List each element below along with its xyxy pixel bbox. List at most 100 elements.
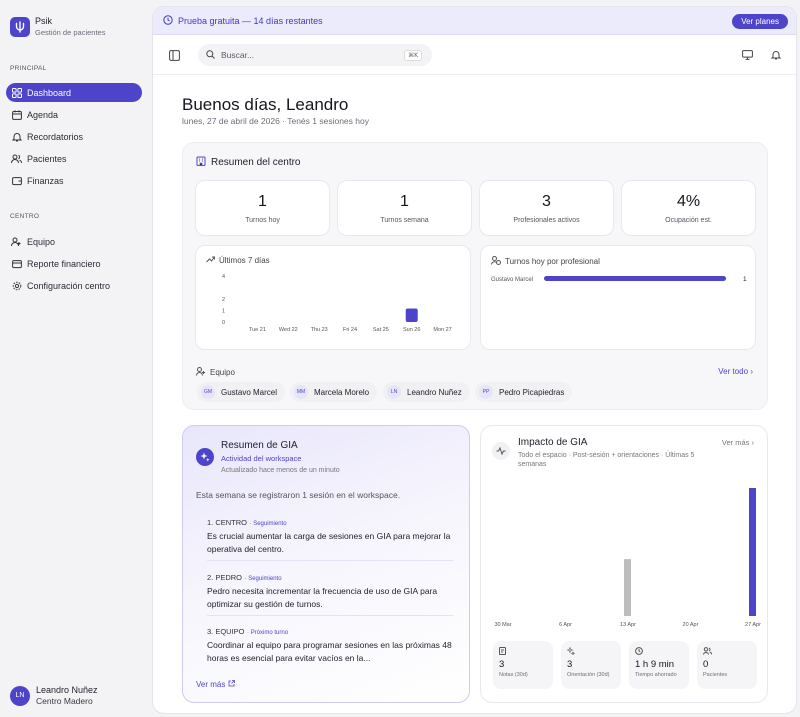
ver-todo-text: Ver todo bbox=[718, 367, 749, 376]
stat-label: Ocupación est. bbox=[665, 217, 712, 224]
monitor-icon[interactable] bbox=[740, 48, 754, 62]
x-tick-label: Mon 27 bbox=[433, 327, 451, 333]
gia-ver-mas-text: Ver más bbox=[196, 680, 226, 689]
metric-card-tiempo: 1 h 9 min Tiempo ahorrado bbox=[629, 641, 689, 689]
member-name: Marcela Morelo bbox=[314, 387, 370, 397]
ultimos-7-dias-card: Últimos 7 días 0 1 2 4 Tue 21 Wed 22 Thu 23 Fri… bbox=[195, 245, 471, 350]
data-label: 1 bbox=[743, 276, 747, 283]
brand-name: Psik bbox=[35, 16, 53, 26]
trial-text: Prueba gratuita — 14 días restantes bbox=[178, 15, 323, 26]
brand[interactable]: Psik Gestión de pacientes bbox=[10, 16, 105, 37]
metric-label: Orientación (30d) bbox=[567, 672, 610, 678]
resumen-centro-card: Resumen del centro 1 Turnos hoy 1 Turnos… bbox=[182, 142, 768, 410]
gia-title: Resumen de GIA bbox=[221, 440, 298, 451]
x-tick-label: 20 Apr bbox=[683, 622, 699, 628]
x-tick-label: Sun 26 bbox=[403, 327, 420, 333]
user-center: Centro Madero bbox=[36, 696, 93, 706]
gia-insight-item: 1. CENTRO · Seguimiento Es crucial aumen… bbox=[207, 517, 453, 555]
sidebar-item-dashboard[interactable]: Dashboard bbox=[6, 83, 142, 102]
x-tick-label: 30 Mar bbox=[494, 622, 511, 628]
member-name: Pedro Picapiedras bbox=[499, 387, 565, 397]
impacto-title: Impacto de GIA bbox=[518, 437, 588, 448]
member-avatar: GM bbox=[201, 385, 215, 399]
metric-card-pacientes: 0 Pacientes bbox=[697, 641, 757, 689]
psik-logo-icon bbox=[10, 16, 30, 37]
team-icon bbox=[196, 367, 206, 378]
week-title-text: Últimos 7 días bbox=[219, 256, 270, 265]
gia-item-tag: · Próximo turno bbox=[247, 630, 289, 636]
bar bbox=[624, 559, 631, 616]
x-tick-label: Thu 23 bbox=[311, 327, 328, 333]
member-avatar: PP bbox=[479, 385, 493, 399]
note-icon bbox=[499, 647, 507, 657]
gia-item-number: 2. PEDRO bbox=[207, 573, 243, 582]
equipo-title: Equipo bbox=[196, 367, 235, 378]
sidebar-item-pacientes[interactable]: Pacientes bbox=[6, 149, 142, 168]
ver-planes-button[interactable]: Ver planes bbox=[732, 14, 788, 29]
member-avatar: MM bbox=[294, 385, 308, 399]
x-tick-label: Sat 25 bbox=[373, 327, 389, 333]
clock-icon bbox=[163, 14, 173, 27]
team-member-chip[interactable]: GM Gustavo Marcel bbox=[197, 382, 286, 402]
gia-item-number: 1. CENTRO bbox=[207, 518, 248, 527]
sidebar-item-label: Agenda bbox=[27, 109, 59, 120]
metric-card-orientacion: 3 Orientación (30d) bbox=[561, 641, 621, 689]
search-input[interactable]: Buscar... ⌘K bbox=[198, 44, 432, 66]
users-icon bbox=[702, 647, 713, 657]
gia-item-tag: · Seguimiento bbox=[244, 576, 282, 582]
sidebar-toggle-icon[interactable] bbox=[167, 48, 181, 62]
prof-chart-title: Turnos hoy por profesional bbox=[491, 256, 600, 267]
x-tick-label: 13 Apr bbox=[620, 622, 636, 628]
gia-subtitle: Actividad del workspace bbox=[221, 454, 302, 463]
user-profile[interactable]: LN Leandro Nuñez Centro Madero bbox=[10, 685, 98, 706]
x-tick-label: Tue 21 bbox=[249, 327, 266, 333]
gia-insight-item: 3. EQUIPO · Próximo turno Coordinar al e… bbox=[207, 626, 453, 664]
sidebar-item-agenda[interactable]: Agenda bbox=[6, 105, 142, 124]
avatar: LN bbox=[10, 685, 30, 706]
wallet-icon bbox=[11, 175, 22, 186]
team-member-chip[interactable]: LN Leandro Nuñez bbox=[383, 382, 470, 402]
ver-todo-link[interactable]: Ver todo › bbox=[718, 367, 753, 376]
sidebar-item-finanzas[interactable]: Finanzas bbox=[6, 171, 142, 190]
stat-label: Turnos hoy bbox=[245, 217, 280, 224]
metric-label: Pacientes bbox=[703, 672, 728, 678]
sidebar-item-configuracion-centro[interactable]: Configuración centro bbox=[6, 276, 142, 295]
impacto-ver-mas-link[interactable]: Ver más › bbox=[722, 438, 754, 447]
sidebar-item-label: Pacientes bbox=[27, 153, 67, 164]
bar bbox=[405, 308, 418, 322]
impacto-ver-mas-text: Ver más bbox=[721, 438, 750, 447]
metric-value: 3 bbox=[499, 659, 505, 670]
team-member-chip[interactable]: PP Pedro Picapiedras bbox=[475, 382, 573, 402]
search-icon bbox=[206, 49, 215, 61]
turnos-profesional-card: Turnos hoy por profesional Gustavo Marce… bbox=[480, 245, 756, 350]
gia-item-tag: · Seguimiento bbox=[249, 521, 287, 527]
sparkle-icon bbox=[566, 646, 576, 657]
gia-item-text: Pedro necesita incrementar la frecuencia… bbox=[207, 586, 438, 609]
prof-title-text: Turnos hoy por profesional bbox=[505, 257, 600, 266]
sidebar-item-reporte-financiero[interactable]: Reporte financiero bbox=[6, 254, 142, 273]
sidebar-item-equipo[interactable]: Equipo bbox=[6, 232, 142, 251]
resumen-gia-card: Resumen de GIA Actividad del workspace A… bbox=[182, 425, 470, 703]
resumen-title-text: Resumen del centro bbox=[211, 157, 301, 168]
team-member-chip[interactable]: MM Marcela Morelo bbox=[290, 382, 378, 402]
y-tick-label: 4 bbox=[222, 274, 225, 280]
equipo-title-text: Equipo bbox=[210, 368, 235, 377]
sidebar-item-recordatorios[interactable]: Recordatorios bbox=[6, 127, 142, 146]
clock-icon bbox=[635, 647, 643, 657]
gia-ver-mas-link[interactable]: Ver más bbox=[196, 680, 235, 689]
chevron-right-icon: › bbox=[751, 438, 755, 447]
stat-label: Turnos semana bbox=[380, 217, 429, 224]
sidebar-item-label: Configuración centro bbox=[27, 280, 111, 291]
x-tick-label: 27 Apr bbox=[745, 622, 761, 628]
users-icon bbox=[11, 153, 22, 164]
calendar-icon bbox=[11, 109, 22, 120]
stat-card-profesionales-activos: 3 Profesionales activos bbox=[479, 180, 614, 236]
activity-icon bbox=[492, 442, 510, 460]
metric-value: 1 h 9 min bbox=[635, 659, 675, 670]
metric-label: Notas (30d) bbox=[499, 672, 528, 678]
metric-value: 3 bbox=[567, 659, 573, 670]
prof-bar-chart: Gustavo Marcel 1 bbox=[491, 276, 747, 283]
gia-summary: Esta semana se registraron 1 sesión en e… bbox=[196, 490, 401, 500]
notifications-bell-icon[interactable] bbox=[769, 48, 783, 62]
external-link-icon bbox=[228, 680, 235, 689]
